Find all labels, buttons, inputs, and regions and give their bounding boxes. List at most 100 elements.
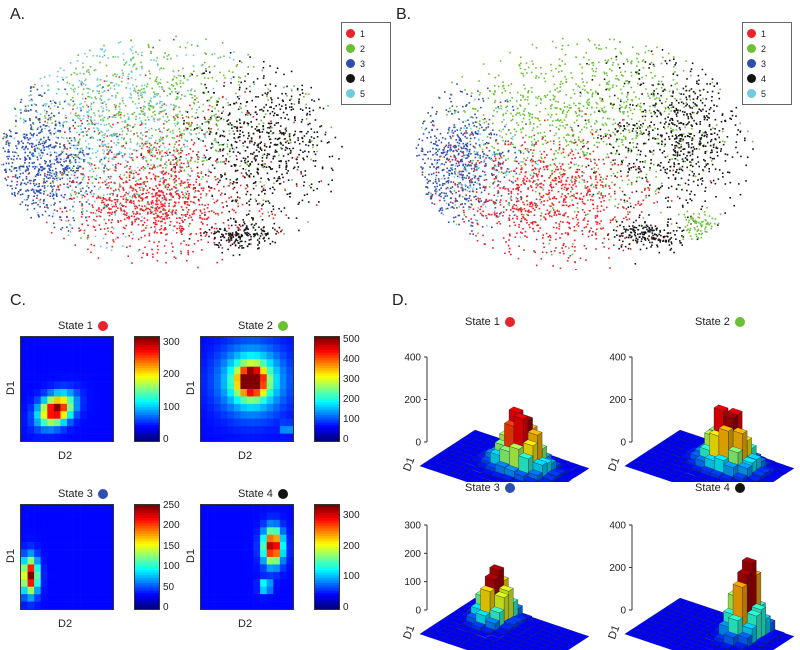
scatter-point bbox=[110, 146, 113, 148]
scatter-point bbox=[294, 141, 296, 144]
scatter-point bbox=[96, 215, 98, 218]
scatter-point bbox=[618, 110, 621, 112]
scatter-point bbox=[135, 90, 137, 93]
scatter-point bbox=[143, 105, 145, 108]
scatter-point bbox=[104, 233, 107, 236]
scatter-point bbox=[540, 218, 542, 221]
scatter-point bbox=[44, 210, 47, 213]
scatter-point bbox=[708, 125, 711, 127]
scatter-point bbox=[185, 196, 187, 199]
scatter-point bbox=[170, 211, 172, 214]
scatter-point bbox=[36, 197, 38, 199]
scatter-point bbox=[39, 126, 42, 128]
scatter-point bbox=[115, 133, 117, 135]
scatter-point bbox=[175, 148, 178, 150]
scatter-point bbox=[191, 219, 194, 221]
scatter-point bbox=[90, 243, 93, 246]
scatter-point bbox=[260, 108, 263, 111]
scatter-point bbox=[233, 137, 235, 139]
scatter-point bbox=[312, 160, 315, 162]
scatter-point bbox=[220, 176, 222, 178]
scatter-point bbox=[110, 151, 113, 153]
scatter-point bbox=[296, 168, 299, 171]
scatter-point bbox=[606, 88, 609, 90]
scatter-point bbox=[696, 156, 699, 158]
scatter-point bbox=[166, 55, 169, 57]
scatter-point bbox=[611, 181, 613, 184]
scatter-point bbox=[684, 126, 686, 129]
scatter-point bbox=[242, 168, 244, 170]
scatter-point bbox=[706, 115, 708, 117]
scatter-point bbox=[62, 126, 65, 128]
scatter-point bbox=[201, 212, 203, 215]
scatter-point bbox=[41, 155, 44, 157]
scatter-point bbox=[93, 219, 95, 221]
scatter-point bbox=[153, 189, 155, 191]
scatter-point bbox=[138, 113, 140, 115]
scatter-point bbox=[121, 204, 123, 206]
scatter-point bbox=[602, 100, 604, 102]
scatter-point bbox=[125, 205, 127, 208]
scatter-point bbox=[105, 204, 108, 207]
scatter-point bbox=[82, 149, 84, 152]
scatter-point bbox=[132, 125, 135, 128]
scatter-point bbox=[187, 123, 190, 126]
scatter-point bbox=[569, 195, 571, 198]
scatter-point bbox=[126, 113, 129, 115]
scatter-point bbox=[162, 136, 164, 139]
scatter-point bbox=[172, 104, 175, 106]
scatter-point bbox=[153, 95, 155, 98]
scatter-point bbox=[24, 137, 26, 140]
scatter-point bbox=[272, 208, 275, 211]
scatter-point bbox=[13, 155, 15, 158]
scatter-point bbox=[98, 210, 100, 213]
scatter-point bbox=[18, 190, 20, 193]
scatter-point bbox=[482, 118, 485, 121]
scatter-point bbox=[593, 137, 595, 139]
scatter-point bbox=[318, 181, 320, 183]
scatter-point bbox=[265, 157, 268, 159]
scatter-point bbox=[38, 183, 40, 185]
scatter-point bbox=[201, 160, 204, 162]
scatter-point bbox=[615, 140, 617, 143]
scatter-point bbox=[61, 210, 64, 213]
scatter-point bbox=[533, 123, 535, 125]
scatter-point bbox=[138, 200, 141, 203]
scatter-point bbox=[165, 193, 168, 195]
scatter-point bbox=[196, 44, 199, 46]
scatter-point bbox=[65, 76, 68, 79]
scatter-point bbox=[179, 79, 182, 82]
scatter-point bbox=[262, 226, 265, 229]
scatter-point bbox=[178, 183, 181, 185]
scatter-point bbox=[493, 165, 496, 168]
scatter-point bbox=[44, 103, 46, 105]
scatter-point bbox=[229, 122, 232, 124]
scatter-point bbox=[173, 38, 175, 41]
scatter-point bbox=[188, 153, 190, 155]
scatter-point bbox=[252, 219, 254, 221]
scatter-point bbox=[568, 107, 571, 109]
scatter-point bbox=[505, 112, 507, 115]
scatter-point bbox=[108, 211, 110, 214]
scatter-point bbox=[293, 121, 295, 124]
scatter-point bbox=[258, 130, 260, 132]
scatter-point bbox=[595, 106, 598, 109]
scatter-point bbox=[626, 94, 629, 96]
scatter-point bbox=[272, 227, 274, 229]
scatter-point bbox=[191, 97, 194, 99]
scatter-point bbox=[581, 72, 583, 75]
scatter-point bbox=[631, 112, 634, 115]
scatter-point bbox=[204, 174, 207, 176]
scatter-point bbox=[49, 161, 51, 163]
scatter-point bbox=[179, 159, 181, 161]
scatter-point bbox=[513, 160, 516, 162]
scatter-point bbox=[153, 213, 155, 215]
scatter-point bbox=[183, 77, 186, 79]
scatter-point bbox=[143, 84, 146, 87]
scatter-point bbox=[193, 213, 195, 215]
scatter-point bbox=[78, 165, 81, 168]
scatter-point bbox=[100, 119, 102, 121]
scatter-point bbox=[175, 232, 178, 234]
scatter-point bbox=[521, 127, 524, 129]
scatter-point bbox=[191, 115, 194, 118]
